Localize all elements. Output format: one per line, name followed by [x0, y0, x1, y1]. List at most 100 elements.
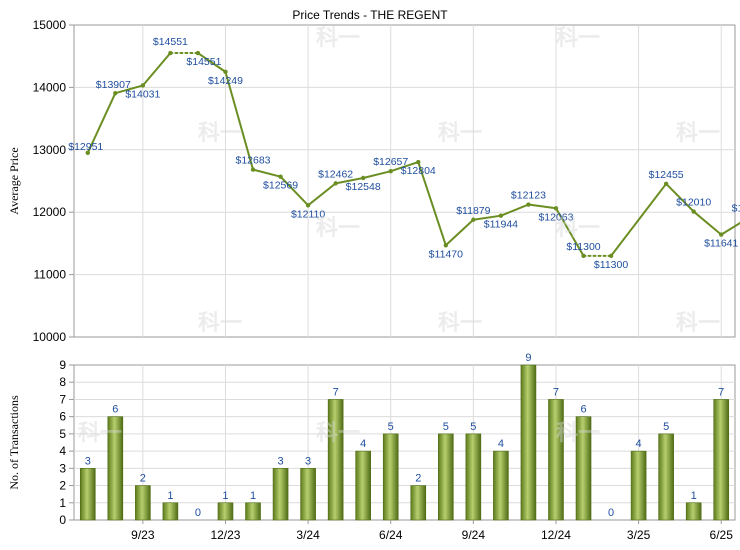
transaction-bar: [520, 364, 537, 521]
watermark-text: 科一: [316, 421, 360, 446]
transaction-bar: [355, 450, 371, 521]
watermark-text: 科一: [78, 421, 122, 446]
price-data-label: $14551: [186, 56, 221, 68]
price-point-marker: [581, 253, 586, 259]
transactions-y-tick-label: 4: [59, 444, 66, 458]
price-point-marker: [608, 253, 614, 259]
transaction-count-label: 4: [498, 438, 504, 450]
price-data-label: $12683: [235, 155, 270, 167]
transaction-bar: [382, 433, 399, 521]
price-data-label: $11300: [594, 259, 628, 271]
watermark-text: 科一: [198, 311, 242, 336]
price-point-marker: [360, 175, 366, 181]
watermark-text: 科一: [316, 216, 360, 241]
watermark-text: 科一: [556, 26, 600, 51]
transaction-count-label: 7: [718, 386, 724, 398]
price-line-segment: [307, 182, 337, 207]
transaction-bar: [107, 416, 124, 521]
transaction-bar: [162, 502, 179, 521]
transaction-bar: [438, 433, 454, 521]
price-data-label: $12548: [346, 181, 381, 193]
price-point-marker: [333, 181, 338, 186]
price-y-axis-title: Average Price: [7, 147, 21, 214]
price-data-label: $14551: [153, 36, 188, 48]
chart-title: Price Trends - THE REGENT: [292, 8, 448, 22]
x-tick-label: 12/23: [210, 528, 240, 542]
transaction-count-label: 0: [195, 507, 201, 519]
transaction-bar: [410, 485, 427, 521]
price-point-marker: [113, 91, 118, 96]
transactions-y-tick-label: 5: [59, 427, 66, 441]
price-line-segment: [114, 84, 144, 95]
transactions-plot-area: [73, 364, 736, 521]
price-data-label: $11944: [484, 219, 518, 231]
transaction-count-label: 2: [415, 473, 421, 485]
transactions-y-tick-label: 9: [59, 358, 66, 372]
watermark-text: 科一: [556, 216, 600, 241]
transaction-count-label: 5: [388, 421, 394, 433]
price-data-label: $12657: [373, 156, 408, 168]
transaction-count-label: 1: [250, 490, 256, 502]
price-y-tick-label: 10000: [33, 330, 67, 344]
price-point-marker: [498, 213, 504, 218]
price-plot-area: [73, 24, 736, 338]
transaction-bar: [79, 468, 96, 521]
price-line-segment: [665, 182, 695, 213]
transaction-bar: [300, 468, 316, 521]
price-point-marker: [443, 243, 449, 248]
price-point-marker: [223, 69, 228, 75]
transaction-bar: [713, 399, 730, 521]
transactions-y-tick-label: 3: [59, 461, 66, 475]
transaction-bar: [272, 468, 289, 521]
price-point-marker: [388, 169, 393, 174]
transaction-count-label: 5: [470, 421, 476, 433]
transaction-count-label: 3: [85, 455, 91, 467]
transaction-bar: [245, 502, 261, 521]
price-line-segment: [720, 221, 740, 236]
price-line-segment: [527, 203, 557, 210]
price-data-label: $11641: [704, 238, 738, 250]
price-point-marker: [168, 50, 173, 56]
transaction-bar: [685, 502, 702, 521]
transaction-count-label: 7: [553, 386, 559, 398]
transactions-panel: 0 1 2 3 4 5 6 7 8 9 No. of Transactions 3 6 2 1 0 1 1 3 3 7 4…: [7, 352, 736, 542]
transaction-count-label: 5: [443, 421, 449, 433]
price-data-label: $12804: [401, 165, 436, 177]
price-line-segment: [444, 218, 475, 247]
watermark-text: 科一: [438, 311, 482, 336]
transaction-count-label: 6: [112, 404, 118, 416]
price-point-marker: [195, 50, 201, 56]
price-point-marker: [691, 209, 696, 214]
transactions-y-tick-label: 7: [59, 392, 66, 406]
price-data-label: $11470: [429, 248, 463, 260]
transaction-count-label: 7: [333, 386, 339, 398]
transaction-bar: [658, 433, 674, 521]
transactions-y-tick-label: 0: [59, 513, 66, 527]
watermark-text: 科一: [198, 121, 242, 146]
price-data-label: $12569: [263, 180, 298, 192]
price-point-marker: [278, 174, 283, 179]
price-line-segment: [499, 203, 530, 217]
watermark-text: 科一: [676, 311, 720, 336]
price-point-marker: [416, 159, 421, 165]
price-point-marker: [85, 150, 90, 156]
price-line-segment: [610, 182, 668, 257]
transactions-y-tick-label: 8: [59, 375, 66, 389]
x-tick-label: 9/24: [462, 528, 486, 542]
x-tick-label: 6/25: [710, 528, 734, 542]
transaction-bar: [135, 485, 151, 521]
price-data-label: $12110: [291, 208, 325, 220]
price-data-label: $12455: [649, 169, 684, 181]
price-line-segment: [141, 52, 172, 87]
x-tick-label: 6/24: [379, 528, 403, 542]
transaction-count-label: 4: [636, 438, 642, 450]
transaction-bar: [465, 433, 482, 521]
price-data-label: $12462: [318, 168, 353, 180]
transactions-y-tick-label: 2: [59, 479, 66, 493]
transaction-bar: [327, 399, 344, 521]
transaction-bar: [575, 416, 592, 521]
price-point-marker: [663, 181, 669, 187]
transactions-y-tick-label: 6: [59, 410, 66, 424]
transaction-count-label: 1: [167, 490, 173, 502]
